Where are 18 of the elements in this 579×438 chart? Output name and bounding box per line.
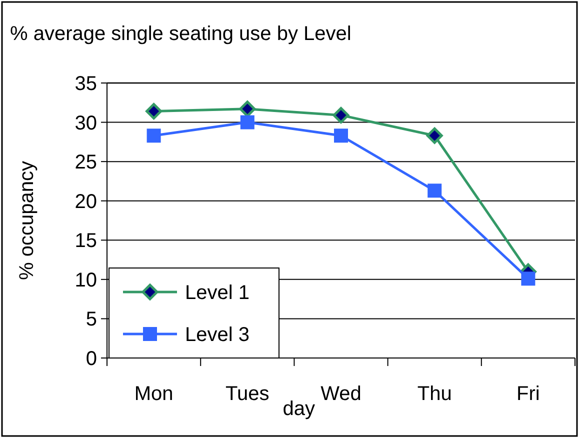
x-tick-label: Tues (226, 383, 270, 405)
y-axis-title: % occupancy (16, 161, 38, 280)
y-tick-label: 35 (74, 73, 97, 95)
y-tick-label: 20 (74, 190, 97, 213)
y-tick-label: 15 (74, 230, 97, 252)
x-tick-label: Fri (516, 383, 540, 405)
x-tick-label: Thu (417, 383, 452, 405)
y-tick-label: 10 (74, 269, 97, 292)
chart-title: % average single seating use by Level (10, 23, 352, 45)
y-tick-label: 0 (86, 348, 97, 370)
legend-label: Level 3 (185, 324, 250, 346)
x-axis-title: day (282, 398, 316, 420)
y-tick-label: 30 (74, 112, 97, 134)
x-tick-label: Mon (134, 383, 174, 405)
x-tick-label: Wed (320, 383, 362, 405)
legend-label: Level 1 (185, 282, 250, 304)
y-tick-label: 25 (74, 152, 97, 174)
y-tick-label: 5 (86, 308, 97, 331)
